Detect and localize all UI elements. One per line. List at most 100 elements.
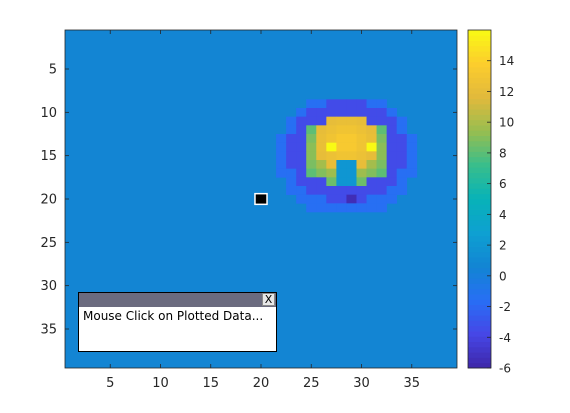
heatmap-cell[interactable] bbox=[406, 142, 418, 152]
heatmap-cell[interactable] bbox=[336, 194, 347, 204]
heatmap-cell[interactable] bbox=[356, 99, 367, 109]
heatmap-cell[interactable] bbox=[296, 168, 307, 178]
heatmap-cell[interactable] bbox=[286, 151, 297, 161]
heatmap-cell[interactable] bbox=[276, 160, 287, 169]
heatmap-cell[interactable] bbox=[346, 108, 357, 117]
heatmap-cell[interactable] bbox=[366, 125, 377, 135]
heatmap-cell[interactable] bbox=[366, 177, 377, 187]
heatmap-cell[interactable] bbox=[326, 125, 337, 135]
heatmap-cell[interactable] bbox=[376, 142, 387, 152]
heatmap-cell[interactable] bbox=[316, 151, 327, 161]
heatmap-cell[interactable] bbox=[356, 151, 367, 161]
heatmap-cell[interactable] bbox=[356, 142, 367, 152]
heatmap-cell[interactable] bbox=[276, 168, 287, 178]
heatmap-cell[interactable] bbox=[396, 125, 408, 135]
heatmap-cell[interactable] bbox=[376, 99, 387, 109]
heatmap-cell[interactable] bbox=[386, 186, 397, 195]
heatmap-cell[interactable] bbox=[326, 108, 337, 117]
heatmap-cell[interactable] bbox=[386, 177, 397, 187]
heatmap-cell[interactable] bbox=[276, 151, 287, 161]
close-icon[interactable]: X bbox=[262, 293, 275, 306]
heatmap-cell[interactable] bbox=[346, 99, 357, 109]
heatmap-cell[interactable] bbox=[376, 177, 387, 187]
heatmap-cell[interactable] bbox=[286, 134, 297, 143]
heatmap-cell[interactable] bbox=[306, 177, 317, 187]
data-marker[interactable] bbox=[254, 192, 268, 206]
heatmap-cell[interactable] bbox=[366, 108, 377, 117]
heatmap-cell[interactable] bbox=[396, 151, 408, 161]
heatmap-cell[interactable] bbox=[316, 142, 327, 152]
heatmap-cell[interactable] bbox=[386, 108, 397, 117]
heatmap-cell[interactable] bbox=[386, 134, 397, 143]
heatmap-cell[interactable] bbox=[366, 160, 377, 169]
heatmap-cell[interactable] bbox=[326, 151, 337, 161]
heatmap-cell[interactable] bbox=[296, 160, 307, 169]
heatmap-cell[interactable] bbox=[286, 168, 297, 178]
heatmap-cell[interactable] bbox=[286, 160, 297, 169]
heatmap-cell[interactable] bbox=[336, 108, 347, 117]
heatmap-cell[interactable] bbox=[296, 177, 307, 187]
heatmap-cell[interactable] bbox=[406, 151, 418, 161]
heatmap-cell[interactable] bbox=[326, 194, 337, 204]
heatmap-cell[interactable] bbox=[306, 194, 317, 204]
datatip-header[interactable]: X bbox=[79, 293, 276, 307]
heatmap-cell[interactable] bbox=[306, 168, 317, 178]
heatmap-cell[interactable] bbox=[336, 116, 347, 126]
heatmap-cell[interactable] bbox=[326, 134, 337, 143]
heatmap-cell[interactable] bbox=[356, 177, 367, 187]
heatmap-cell[interactable] bbox=[326, 186, 337, 195]
heatmap-cell[interactable] bbox=[316, 168, 327, 178]
heatmap-cell[interactable] bbox=[306, 125, 317, 135]
heatmap-cell[interactable] bbox=[356, 125, 367, 135]
heatmap-cell[interactable] bbox=[356, 160, 367, 169]
heatmap-cell[interactable] bbox=[376, 125, 387, 135]
heatmap-cell[interactable] bbox=[286, 186, 297, 195]
heatmap-cell[interactable] bbox=[336, 203, 347, 213]
heatmap-cell[interactable] bbox=[396, 142, 408, 152]
heatmap-cell[interactable] bbox=[336, 125, 347, 135]
heatmap-cell[interactable] bbox=[276, 134, 287, 143]
heatmap-cell[interactable] bbox=[346, 168, 357, 178]
heatmap-cell[interactable] bbox=[356, 108, 367, 117]
heatmap-cell[interactable] bbox=[316, 108, 327, 117]
heatmap-cell[interactable] bbox=[346, 177, 357, 187]
heatmap-cell[interactable] bbox=[296, 186, 307, 195]
heatmap-cell[interactable] bbox=[316, 116, 327, 126]
heatmap-cell[interactable] bbox=[386, 142, 397, 152]
heatmap-cell[interactable] bbox=[376, 151, 387, 161]
heatmap-cell[interactable] bbox=[346, 186, 357, 195]
heatmap-cell[interactable] bbox=[356, 203, 367, 213]
heatmap-cell[interactable] bbox=[336, 177, 347, 187]
heatmap-cell[interactable] bbox=[366, 168, 377, 178]
heatmap-cell[interactable] bbox=[346, 160, 357, 169]
heatmap-cell[interactable] bbox=[356, 186, 367, 195]
heatmap-cell[interactable] bbox=[326, 203, 337, 213]
heatmap-cell[interactable] bbox=[406, 134, 418, 143]
heatmap-cell[interactable] bbox=[336, 160, 347, 169]
heatmap-cell[interactable] bbox=[366, 116, 377, 126]
heatmap-cell[interactable] bbox=[286, 177, 297, 187]
heatmap-cell[interactable] bbox=[286, 125, 297, 135]
heatmap-cell[interactable] bbox=[286, 116, 297, 126]
heatmap-cell[interactable] bbox=[366, 194, 377, 204]
heatmap-cell[interactable] bbox=[296, 194, 307, 204]
heatmap-cell[interactable] bbox=[306, 151, 317, 161]
heatmap-cell[interactable] bbox=[346, 125, 357, 135]
heatmap-cell[interactable] bbox=[376, 203, 387, 213]
heatmap-cell[interactable] bbox=[386, 116, 397, 126]
heatmap-cell[interactable] bbox=[316, 177, 327, 187]
heatmap-cell[interactable] bbox=[376, 108, 387, 117]
heatmap-cell[interactable] bbox=[396, 134, 408, 143]
heatmap-cell[interactable] bbox=[376, 160, 387, 169]
heatmap-cell[interactable] bbox=[336, 168, 347, 178]
heatmap-cell[interactable] bbox=[296, 116, 307, 126]
heatmap-cell[interactable] bbox=[296, 134, 307, 143]
heatmap-cell[interactable] bbox=[326, 177, 337, 187]
heatmap-cell[interactable] bbox=[306, 134, 317, 143]
heatmap-cell[interactable] bbox=[326, 99, 337, 109]
heatmap-cell[interactable] bbox=[306, 142, 317, 152]
heatmap-cell[interactable] bbox=[386, 160, 397, 169]
heatmap-cell[interactable] bbox=[346, 203, 357, 213]
heatmap-cell[interactable] bbox=[386, 194, 397, 204]
heatmap-cell[interactable] bbox=[326, 168, 337, 178]
